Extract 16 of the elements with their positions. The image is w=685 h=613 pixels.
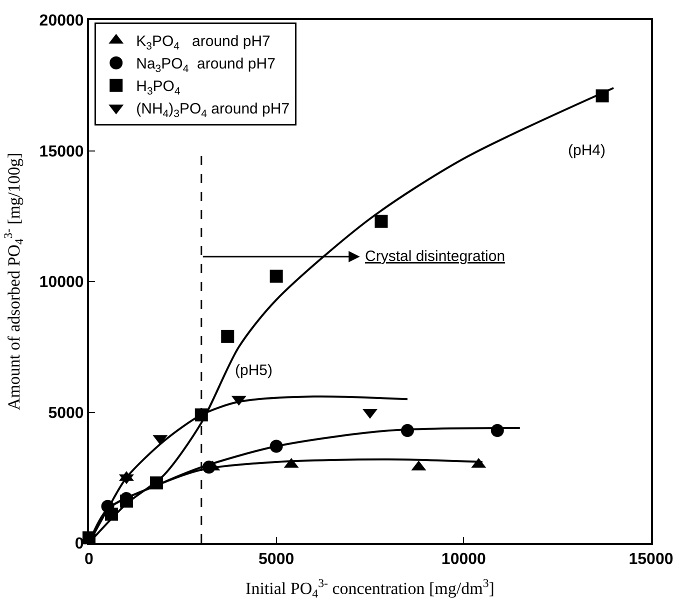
x-tick-label: 15000 [628,551,674,568]
x-tick-label: 10000 [441,551,486,568]
annotation: (pH4) [568,142,606,159]
y-tick-label: 5000 [48,404,84,422]
x-axis-title: Initial PO$_{4}$$^{3-}$ concentration [mg/dm$^{3}$] [246,576,494,601]
legend-label: K$_{3}$PO$_{4}$ around pH7 [136,33,270,52]
legend-label: (NH$_{4}$)$_{3}$PO$_{4}$ around pH7 [136,100,290,120]
y-tick-label: 0 [74,536,84,553]
y-tick-label: 20000 [39,12,84,30]
y-tick-label: 15000 [39,143,84,160]
annotation: (pH5) [235,362,273,379]
y-tick-label: 10000 [39,274,84,292]
x-tick-label: 5000 [258,551,294,568]
annotation: Crystal disintegration [365,248,506,265]
legend-label: H$_{3}$PO$_{4}$ [136,78,180,98]
legend-label: Na$_{3}$PO$_{4}$ around pH7 [136,56,276,75]
